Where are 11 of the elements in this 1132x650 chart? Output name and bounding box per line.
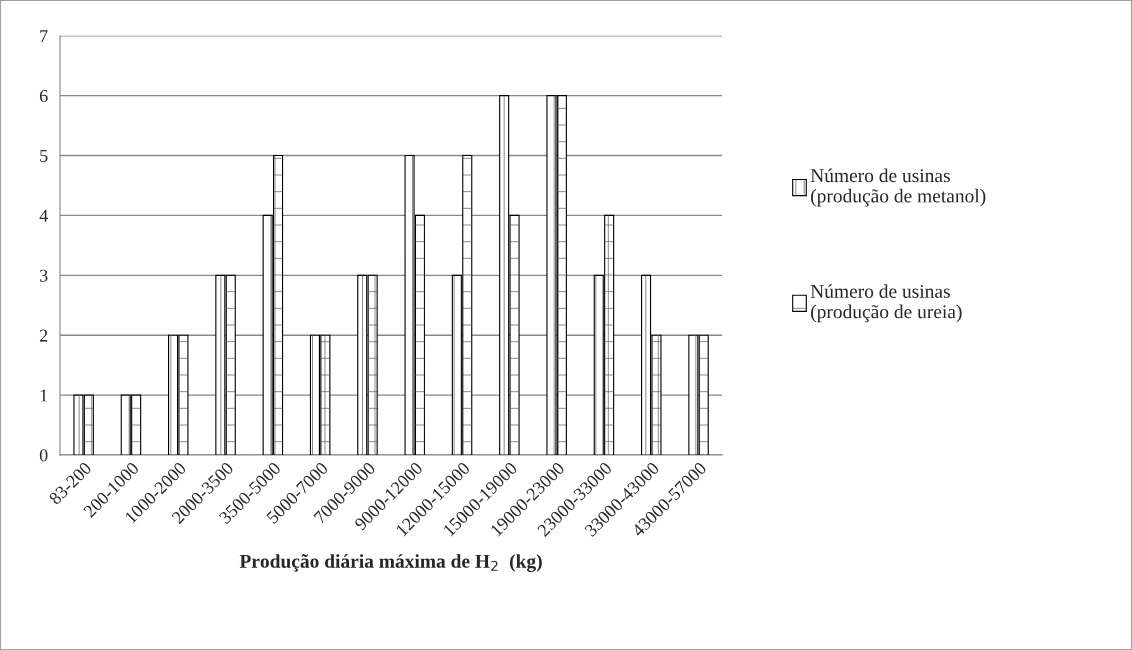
y-tick-label: 6 [39, 89, 48, 103]
y-tick-label: 4 [39, 209, 48, 222]
x-axis-title: Produção diária máxima de H$_{2}$ (kg) [239, 554, 542, 572]
y-tick-label: 0 [39, 449, 48, 462]
y-tick-label: 3 [40, 269, 48, 282]
y-tick-label: 5 [40, 149, 48, 162]
y-tick-label: 1 [40, 389, 48, 402]
y-tick-label: 7 [40, 30, 48, 43]
legend-label: Número de usinas (produção de metanol) [810, 168, 986, 207]
y-tick-label: 2 [39, 329, 48, 342]
legend-label: Número de usinas (produção de ureia) [810, 284, 962, 323]
